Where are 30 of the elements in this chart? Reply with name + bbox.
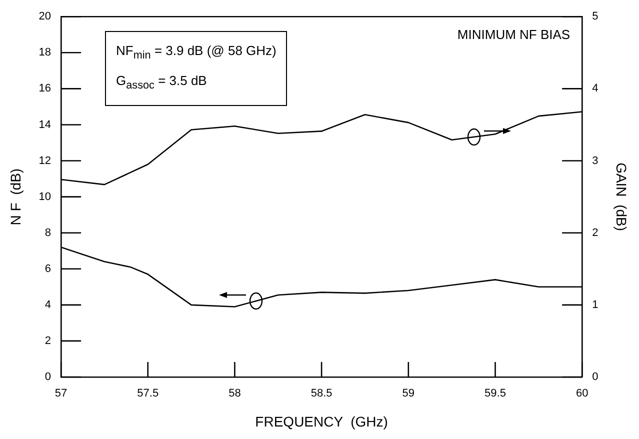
y2-tick-label: 2 <box>592 226 598 239</box>
y2-tick-label: 1 <box>592 298 598 311</box>
y-tick-label: 8 <box>44 226 52 239</box>
x-tick-label: 59 <box>402 388 415 400</box>
y2-tick-label: 4 <box>592 82 598 95</box>
annotation: NF$_{min}$ = 3.9 dB (@ 58 GHz) <box>116 42 276 64</box>
y2-axis-title: GAIN (dB) <box>614 162 630 232</box>
y-tick-label: 0 <box>44 371 52 384</box>
y-tick-label: 20 <box>38 10 52 23</box>
y-tick-label: 10 <box>38 190 52 203</box>
x-tick-label: 58 <box>228 388 241 400</box>
y2-tick-label: 5 <box>592 10 598 23</box>
y2-tick-label: 3 <box>592 154 598 167</box>
annotation: MINIMUM NF BIAS <box>457 26 570 42</box>
y-tick-label: 14 <box>38 118 52 131</box>
x-tick-label: 59.5 <box>484 388 506 400</box>
x-tick-label: 60 <box>576 388 588 400</box>
annotation: G$_{assoc}$ = 3.5 dB <box>116 72 208 94</box>
x-tick-label: 57 <box>54 388 68 400</box>
y-tick-label: 2 <box>44 334 52 347</box>
y-tick-label: 18 <box>38 46 52 59</box>
y-tick-label: 12 <box>38 154 52 167</box>
y-tick-label: 6 <box>44 262 52 275</box>
y-tick-label: 16 <box>38 82 52 95</box>
y2-tick-label: 0 <box>592 371 598 384</box>
x-axis-title: FREQUENCY (GHz) <box>255 413 388 430</box>
y-axis-title: N F (dB) <box>7 168 24 226</box>
x-tick-label: 58.5 <box>310 388 332 400</box>
y-tick-label: 4 <box>44 298 52 311</box>
x-tick-label: 57.5 <box>137 388 159 400</box>
